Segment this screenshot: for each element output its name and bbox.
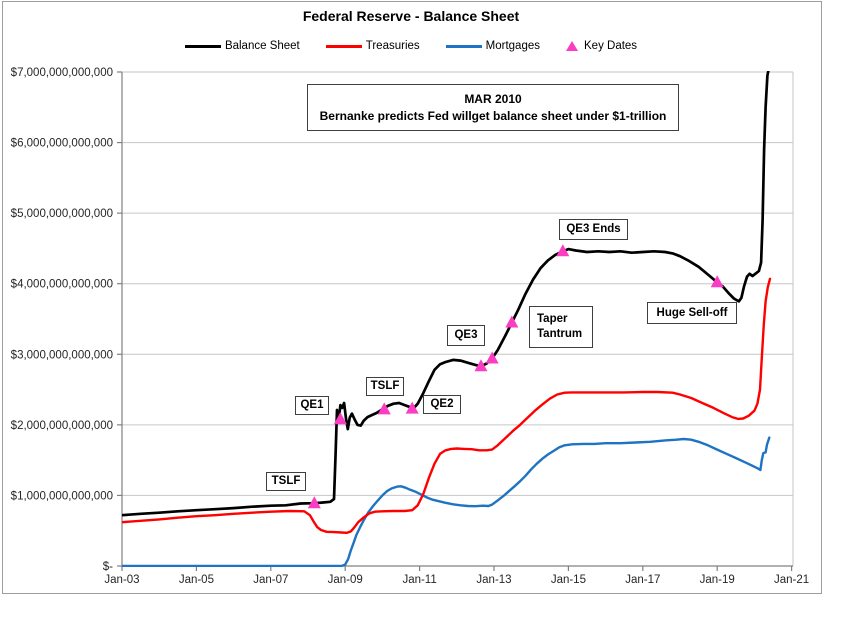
key-dates-triangle-swatch-icon (566, 41, 578, 51)
label-tslf-2: TSLF (366, 377, 404, 396)
note-mar-2010-text: MAR 2010 (464, 91, 522, 106)
x-tick-label: Jan-17 (625, 574, 660, 586)
x-tick-label: Jan-09 (328, 574, 363, 586)
key-date-marker-qe3-ends (556, 244, 570, 257)
axis-tick-labels: $- $1,000,000,000,000 $2,000,000,000,000 $3… (11, 67, 810, 586)
key-date-marker-qe3 (485, 351, 499, 364)
x-tick-label: Jan-13 (476, 574, 511, 586)
label-qe3-text: QE3 (454, 329, 478, 342)
key-date-marker-tslf (377, 402, 391, 415)
label-tslf-1: TSLF (266, 472, 306, 491)
key-date-marker-qe2 (405, 401, 419, 414)
balance-sheet-line-swatch-icon (184, 44, 221, 48)
label-qe1-text: QE1 (300, 399, 324, 412)
label-tslf-1-text: TSLF (271, 475, 301, 488)
key-date-marker-qe3 (474, 359, 488, 372)
mortgages-line-swatch-icon (445, 44, 482, 48)
x-tick-label: Jan-19 (700, 574, 735, 586)
label-qe3-ends-text: QE3 Ends (566, 223, 621, 236)
x-tick-label: Jan-05 (179, 574, 214, 586)
legend-label: Mortgages (485, 40, 540, 52)
label-huge-sell-off: Huge Sell-off (647, 302, 737, 324)
label-qe3: QE3 (447, 325, 485, 346)
x-tick-label: Jan-03 (104, 574, 139, 586)
y-tick-label: $5,000,000,000,000 (11, 208, 113, 220)
x-tick-label: Jan-11 (402, 574, 436, 586)
key-date-markers (307, 244, 724, 509)
label-taper-tantrum: Taper Tantrum (529, 306, 593, 348)
label-tslf-2-text: TSLF (370, 380, 400, 393)
label-qe2: QE2 (423, 395, 461, 414)
label-qe2-text: QE2 (430, 398, 454, 411)
label-qe3-ends: QE3 Ends (559, 219, 628, 240)
treasuries-line-swatch-icon (325, 44, 362, 48)
gridlines (122, 71, 794, 566)
legend-label: Key Dates (584, 40, 638, 52)
x-tick-label: Jan-21 (774, 574, 809, 586)
series-mortgages (122, 436, 771, 567)
legend-item-mortgages: Mortgages (445, 40, 540, 52)
key-date-marker-taper-tantrum (505, 315, 519, 328)
note-mar-2010-text: Bernanke predicts Fed willget balance sh… (319, 108, 667, 123)
label-huge-sell-off-text: Huge Sell-off (656, 306, 728, 319)
x-tick-label: Jan-07 (253, 574, 288, 586)
y-tick-label: $- (103, 561, 113, 573)
y-tick-label: $7,000,000,000,000 (11, 67, 113, 79)
y-tick-label: $4,000,000,000,000 (11, 279, 113, 291)
series-balance-sheet (122, 71, 770, 517)
legend-label: Treasuries (365, 40, 420, 52)
note-mar-2010: MAR 2010 Bernanke predicts Fed willget ba… (307, 84, 679, 131)
y-tick-label: $3,000,000,000,000 (11, 349, 113, 361)
y-tick-label: $6,000,000,000,000 (11, 138, 113, 150)
legend-item-balance-sheet: Balance Sheet (184, 40, 300, 52)
series-treasuries (122, 277, 772, 534)
label-taper-tantrum-text: Taper (537, 313, 568, 326)
chart-title: Federal Reserve - Balance Sheet (302, 8, 520, 24)
key-date-marker-tslf (307, 496, 321, 509)
key-date-marker-huge-sell-off (710, 275, 724, 288)
y-tick-label: $1,000,000,000,000 (11, 490, 113, 502)
label-taper-tantrum-text: Tantrum (537, 328, 583, 340)
legend-item-treasuries: Treasuries (325, 40, 420, 52)
key-date-marker-qe1 (333, 412, 347, 425)
legend-label: Balance Sheet (224, 40, 300, 52)
y-tick-label: $2,000,000,000,000 (11, 420, 113, 432)
legend-item-key-dates: Key Dates (566, 40, 637, 52)
x-tick-label: Jan-15 (551, 574, 586, 586)
label-qe1: QE1 (295, 396, 329, 415)
legend: Balance Sheet Treasuries Mortgages Key D… (0, 40, 822, 52)
